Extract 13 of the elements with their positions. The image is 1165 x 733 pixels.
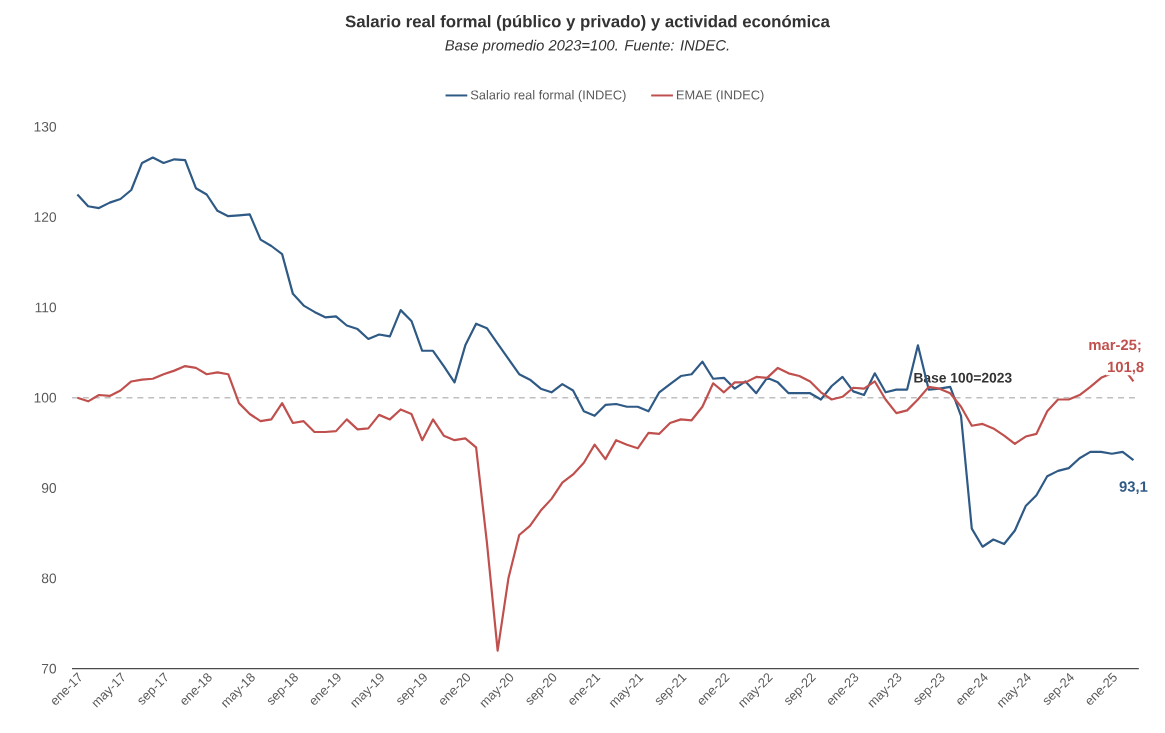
y-tick-label: 90 xyxy=(41,483,57,493)
chart-title: Salario real formal (público y privado) y actividad económica xyxy=(345,14,831,31)
legend-label: EMAE (INDEC) xyxy=(676,90,764,103)
y-tick-label: 80 xyxy=(41,573,57,584)
y-tick-label: 100 xyxy=(34,392,57,403)
legend-label: Salario real formal (INDEC) xyxy=(470,90,626,103)
y-tick-label: 110 xyxy=(35,302,57,313)
y-tick-label: 70 xyxy=(41,663,57,674)
data-label: 93,1 xyxy=(1119,481,1148,494)
y-tick-label: 120 xyxy=(34,212,57,222)
annotation: mar-25; xyxy=(1089,339,1141,353)
chart-subtitle: Base promedio 2023=100. Fuente: INDEC. xyxy=(445,39,729,54)
y-tick-label: 130 xyxy=(34,121,57,132)
